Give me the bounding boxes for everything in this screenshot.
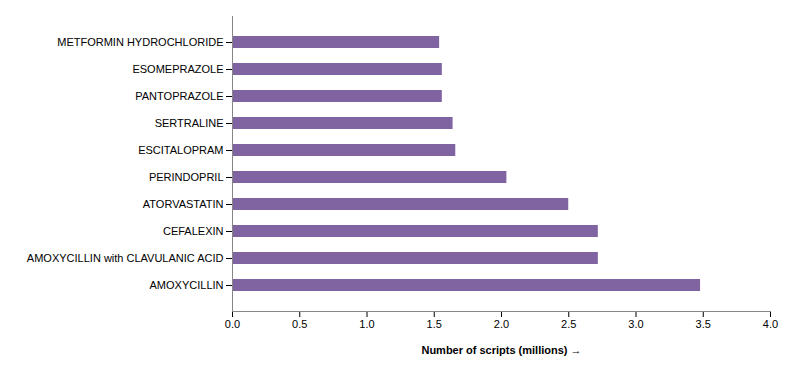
svg-text:PERINDOPRIL: PERINDOPRIL	[149, 171, 224, 183]
svg-text:ESOMEPRAZOLE: ESOMEPRAZOLE	[132, 63, 223, 75]
svg-text:1.5: 1.5	[427, 318, 442, 330]
svg-text:AMOXYCILLIN: AMOXYCILLIN	[150, 279, 224, 291]
svg-text:2.5: 2.5	[561, 318, 576, 330]
svg-text:0.0: 0.0	[225, 318, 240, 330]
svg-text:3.5: 3.5	[696, 318, 711, 330]
svg-text:ESCITALOPRAM: ESCITALOPRAM	[138, 144, 223, 156]
svg-text:Number of scripts (millions) →: Number of scripts (millions) →	[421, 344, 581, 356]
svg-text:ATORVASTATIN: ATORVASTATIN	[143, 198, 224, 210]
svg-text:1.0: 1.0	[359, 318, 374, 330]
svg-text:3.0: 3.0	[628, 318, 643, 330]
svg-text:PANTOPRAZOLE: PANTOPRAZOLE	[135, 90, 223, 102]
svg-text:0.5: 0.5	[292, 318, 307, 330]
svg-text:CEFALEXIN: CEFALEXIN	[163, 225, 224, 237]
svg-text:METFORMIN HYDROCHLORIDE: METFORMIN HYDROCHLORIDE	[57, 36, 223, 48]
svg-text:2.0: 2.0	[494, 318, 509, 330]
svg-text:AMOXYCILLIN with CLAVULANIC AC: AMOXYCILLIN with CLAVULANIC ACID	[27, 252, 224, 264]
svg-text:4.0: 4.0	[763, 318, 778, 330]
svg-text:SERTRALINE: SERTRALINE	[155, 117, 224, 129]
